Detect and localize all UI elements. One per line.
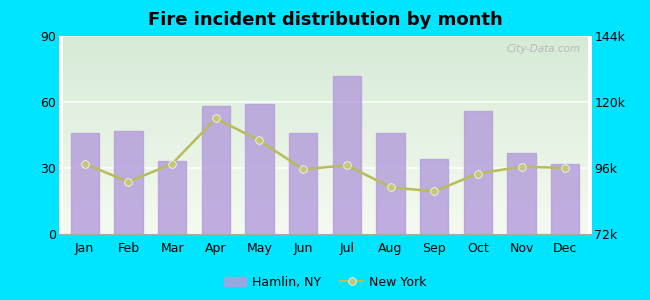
Legend: Hamlin, NY, New York: Hamlin, NY, New York — [218, 271, 432, 294]
Bar — [70, 133, 99, 234]
Text: City-Data.com: City-Data.com — [507, 44, 581, 54]
Bar — [420, 159, 448, 234]
Bar — [245, 104, 274, 234]
Bar — [158, 161, 187, 234]
Bar — [551, 164, 580, 234]
Bar — [508, 153, 536, 234]
Bar — [289, 133, 317, 234]
Bar — [114, 130, 142, 234]
Bar — [202, 106, 230, 234]
Bar — [333, 76, 361, 234]
Bar — [376, 133, 405, 234]
Bar — [463, 111, 492, 234]
Title: Fire incident distribution by month: Fire incident distribution by month — [148, 11, 502, 29]
